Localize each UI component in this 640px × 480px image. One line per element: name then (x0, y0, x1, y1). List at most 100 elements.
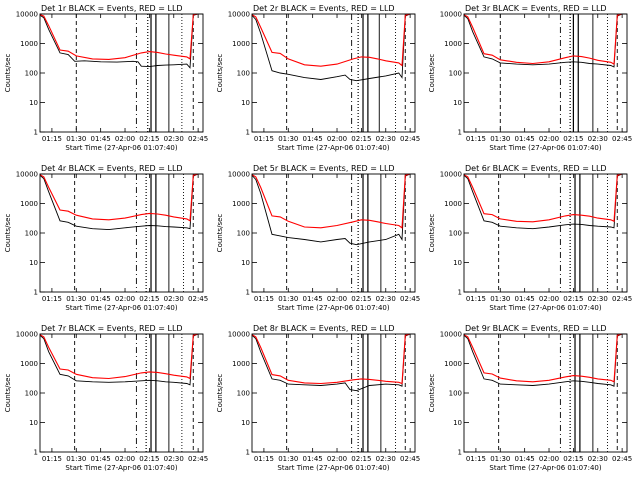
x-tick-label: 02:15 (563, 135, 583, 143)
y-tick-label: 10000 (440, 11, 462, 19)
x-tick-label: 02:15 (351, 295, 371, 303)
x-tick-label: 02:45 (188, 455, 208, 463)
y-tick-label: 10 (29, 259, 38, 267)
y-tick-label: 10000 (228, 331, 250, 339)
x-tick-label: 01:30 (66, 295, 86, 303)
y-tick-label: 10 (453, 259, 462, 267)
x-tick-label: 02:30 (164, 135, 184, 143)
panel-title: Det 2r BLACK = Events, RED = LLD (253, 4, 395, 13)
y-tick-label: 100 (449, 230, 462, 238)
x-tick-label: 01:15 (254, 295, 274, 303)
y-tick-label: 1000 (232, 360, 250, 368)
y-tick-label: 1 (246, 289, 250, 297)
plot-frame (39, 333, 204, 453)
x-tick-label: 01:45 (91, 295, 111, 303)
y-axis-label: Counts/sec (216, 374, 224, 413)
y-tick-label: 100 (25, 70, 38, 78)
x-tick-label: 02:00 (539, 455, 559, 463)
x-tick-label: 01:45 (303, 135, 323, 143)
x-tick-label: 02:00 (115, 295, 135, 303)
x-axis-label: Start Time (27-Apr-06 01:07:40) (277, 464, 389, 472)
y-tick-label: 1 (246, 449, 250, 457)
plot-frame (463, 333, 628, 453)
detector-panel-6: Det 6r BLACK = Events, RED = LLD 1 10 100 10… (428, 164, 632, 312)
x-tick-label: 01:30 (278, 135, 298, 143)
series-events-line (463, 13, 623, 68)
detector-panel-1: Det 1r BLACK = Events, RED = LLD 1 10 100 10… (4, 4, 208, 152)
y-tick-label: 1 (34, 449, 38, 457)
detector-panel-3: Det 3r BLACK = Events, RED = LLD 1 10 100 10… (428, 4, 632, 152)
panel-title: Det 8r BLACK = Events, RED = LLD (253, 324, 395, 333)
series-events-line (463, 333, 623, 387)
detector-panel-4: Det 4r BLACK = Events, RED = LLD 1 10 100 10… (4, 164, 208, 312)
y-tick-label: 1 (34, 289, 38, 297)
x-tick-label: 02:15 (563, 295, 583, 303)
x-tick-label: 02:00 (327, 455, 347, 463)
x-axis-label: Start Time (27-Apr-06 01:07:40) (65, 464, 177, 472)
y-tick-label: 100 (25, 230, 38, 238)
x-tick-label: 02:30 (164, 455, 184, 463)
y-tick-label: 1000 (232, 40, 250, 48)
y-tick-label: 10 (241, 99, 250, 107)
x-tick-label: 01:30 (66, 135, 86, 143)
y-tick-label: 100 (237, 230, 250, 238)
y-tick-label: 100 (237, 70, 250, 78)
y-tick-label: 1 (458, 289, 462, 297)
y-axis-label: Counts/sec (428, 214, 436, 253)
y-axis-label: Counts/sec (4, 54, 12, 93)
series-lld-line (251, 333, 411, 385)
x-tick-label: 01:30 (278, 455, 298, 463)
y-tick-label: 10 (241, 259, 250, 267)
x-tick-label: 01:30 (278, 295, 298, 303)
series-lld-line (39, 173, 199, 222)
series-lld-line (39, 13, 199, 60)
y-tick-label: 1000 (444, 200, 462, 208)
panel-title: Det 3r BLACK = Events, RED = LLD (465, 4, 607, 13)
series-lld-line (463, 13, 623, 66)
y-tick-label: 10000 (228, 11, 250, 19)
y-tick-label: 1000 (232, 200, 250, 208)
x-tick-label: 02:15 (351, 455, 371, 463)
x-tick-label: 01:15 (466, 455, 486, 463)
x-tick-label: 02:30 (376, 295, 396, 303)
x-tick-label: 02:00 (327, 295, 347, 303)
panel-title: Det 4r BLACK = Events, RED = LLD (41, 164, 183, 173)
x-tick-label: 02:45 (400, 135, 420, 143)
y-tick-label: 10 (241, 419, 250, 427)
detector-panel-9: Det 9r BLACK = Events, RED = LLD 1 10 100 10… (428, 324, 632, 472)
y-tick-label: 1000 (20, 200, 38, 208)
x-tick-label: 02:00 (115, 455, 135, 463)
x-tick-label: 01:15 (466, 295, 486, 303)
x-tick-label: 02:15 (139, 135, 159, 143)
y-axis-label: Counts/sec (428, 54, 436, 93)
x-tick-label: 02:15 (563, 455, 583, 463)
x-tick-label: 02:30 (376, 455, 396, 463)
x-tick-label: 01:30 (490, 135, 510, 143)
x-tick-label: 02:00 (115, 135, 135, 143)
y-tick-label: 10 (453, 99, 462, 107)
y-tick-label: 1000 (20, 40, 38, 48)
y-axis-label: Counts/sec (4, 214, 12, 253)
panel-title: Det 6r BLACK = Events, RED = LLD (465, 164, 607, 173)
y-tick-label: 100 (25, 390, 38, 398)
y-tick-label: 100 (237, 390, 250, 398)
plot-frame (251, 13, 416, 133)
plot-frame (251, 333, 416, 453)
x-tick-label: 02:45 (612, 135, 632, 143)
panel-title: Det 9r BLACK = Events, RED = LLD (465, 324, 607, 333)
x-tick-label: 02:30 (588, 455, 608, 463)
x-tick-label: 02:45 (612, 455, 632, 463)
panel-title: Det 1r BLACK = Events, RED = LLD (41, 4, 183, 13)
x-tick-label: 02:15 (139, 455, 159, 463)
detector-panel-8: Det 8r BLACK = Events, RED = LLD 1 10 100 10… (216, 324, 420, 472)
series-lld-line (463, 173, 623, 223)
detector-panel-7: Det 7r BLACK = Events, RED = LLD 1 10 100 10… (4, 324, 208, 472)
detector-panel-2: Det 2r BLACK = Events, RED = LLD 1 10 100 10… (216, 4, 420, 152)
x-axis-label: Start Time (27-Apr-06 01:07:40) (277, 144, 389, 152)
series-events-line (251, 13, 411, 82)
x-tick-label: 01:30 (490, 295, 510, 303)
series-lld-line (463, 333, 623, 383)
x-axis-label: Start Time (27-Apr-06 01:07:40) (277, 304, 389, 312)
x-axis-label: Start Time (27-Apr-06 01:07:40) (489, 144, 601, 152)
x-tick-label: 02:45 (400, 295, 420, 303)
